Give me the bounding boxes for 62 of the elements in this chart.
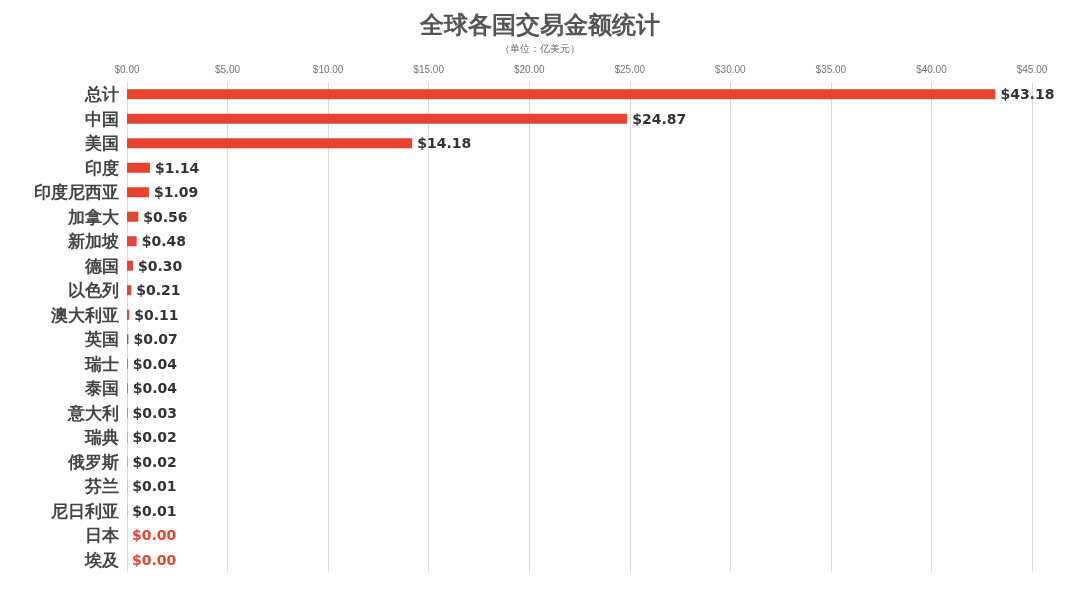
data-label: $0.21 [136, 282, 181, 299]
x-tick-label: $10.00 [312, 63, 344, 75]
data-label: $14.18 [417, 135, 472, 152]
data-label: $0.48 [141, 233, 186, 250]
data-label: $1.09 [153, 184, 199, 201]
y-tick-label: 加拿大 [67, 206, 120, 227]
x-tick-label: $25.00 [614, 63, 646, 75]
bar [127, 138, 413, 149]
x-tick-label: $5.00 [215, 63, 241, 75]
data-label: $0.04 [132, 380, 178, 397]
data-label: $0.56 [143, 208, 188, 225]
y-tick-label: 俄罗斯 [67, 451, 119, 472]
data-label: $0.04 [132, 355, 178, 372]
bar [127, 113, 628, 124]
y-tick-label: 印度 [85, 157, 119, 178]
bar [127, 211, 139, 222]
x-tick-label: $35.00 [815, 63, 847, 75]
data-label: $0.00 [132, 551, 177, 568]
data-label: $0.30 [138, 257, 183, 274]
bar [127, 309, 130, 320]
y-tick-label: 中国 [85, 108, 119, 129]
data-label: $0.02 [132, 453, 177, 470]
data-label: $0.01 [132, 478, 177, 495]
y-tick-label: 尼日利亚 [50, 500, 119, 521]
y-tick-label: 印度尼西亚 [34, 182, 119, 203]
chart-subtitle: （单位：亿美元） [500, 42, 580, 54]
y-tick-label: 泰国 [84, 378, 119, 399]
y-tick-label: 瑞典 [84, 427, 119, 448]
x-tick-label: $45.00 [1016, 63, 1048, 75]
data-label: $1.14 [154, 159, 200, 176]
y-tick-label: 日本 [85, 525, 120, 546]
x-tick-label: $0.00 [114, 63, 140, 75]
x-tick-label: $40.00 [916, 63, 948, 75]
data-label: $24.87 [632, 110, 687, 127]
data-label: $43.18 [1000, 86, 1055, 103]
y-tick-label: 德国 [84, 255, 119, 276]
data-label: $0.01 [132, 502, 177, 519]
y-tick-label: 瑞士 [84, 353, 119, 374]
chart-title: 全球各国交易金额统计 [419, 11, 660, 39]
y-tick-label: 总计 [84, 84, 119, 105]
bar [127, 187, 149, 198]
bar [127, 89, 996, 100]
x-tick-label: $15.00 [413, 63, 445, 75]
x-tick-label: $20.00 [513, 63, 545, 75]
data-label: $0.03 [132, 404, 177, 421]
bar [127, 236, 137, 247]
bar [127, 162, 150, 173]
data-label: $0.07 [133, 331, 178, 348]
data-label: $0.00 [132, 527, 177, 544]
y-tick-label: 以色列 [68, 280, 119, 301]
x-tick-label: $30.00 [715, 63, 747, 75]
y-tick-label: 意大利 [67, 402, 119, 423]
data-label: $0.02 [132, 429, 177, 446]
bar [127, 285, 132, 296]
y-tick-label: 澳大利亚 [50, 304, 119, 325]
y-tick-label: 芬兰 [84, 476, 119, 497]
y-tick-label: 英国 [84, 329, 119, 350]
y-tick-label: 美国 [84, 133, 119, 154]
bar [127, 260, 134, 271]
y-tick-label: 新加坡 [67, 231, 120, 252]
y-tick-label: 埃及 [84, 549, 120, 570]
data-label: $0.11 [134, 306, 179, 323]
